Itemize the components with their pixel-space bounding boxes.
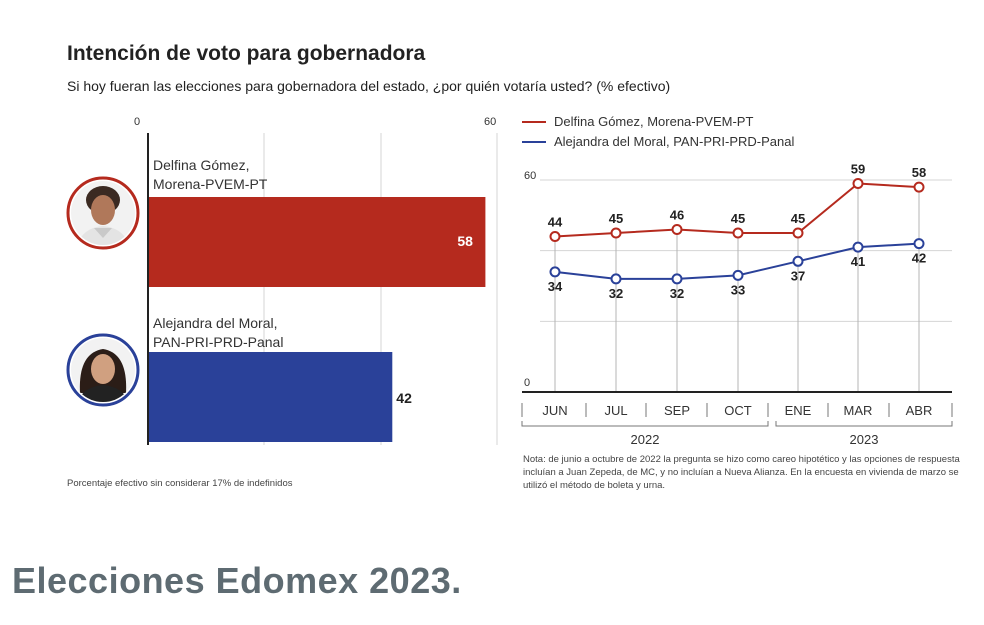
line-chart-note: Nota: de junio a octubre de 2022 la preg… [523, 454, 960, 491]
point-delfina-sep [671, 224, 683, 235]
legend-label-alejandra: Alejandra del Moral, PAN-PRI-PRD-Panal [554, 134, 795, 149]
point-alejandra-sep [671, 273, 683, 285]
x-tick-label-jul: JUL [604, 403, 627, 418]
bar-alejandra [148, 352, 393, 442]
year-bracket-2022 [521, 421, 769, 427]
x-tick-label-ene: ENE [785, 403, 812, 418]
data-label-alejandra-mar: 41 [851, 254, 865, 269]
point-delfina-ene [792, 227, 804, 239]
bar-category-label-delfina: Delfina Gómez, Morena-PVEM-PT [153, 156, 267, 194]
avatar-delfina [66, 176, 140, 250]
chart-title: Intención de voto para gobernadora [67, 42, 426, 65]
data-label-alejandra-jul: 32 [609, 286, 623, 301]
point-alejandra-abr [913, 238, 925, 250]
point-alejandra-jun [549, 266, 561, 278]
data-label-delfina-mar: 59 [851, 162, 865, 177]
x-tick-label-jun: JUN [542, 403, 567, 418]
bar-category-label-alejandra: Alejandra del Moral, PAN-PRI-PRD-Panal [153, 314, 283, 352]
point-delfina-jun [549, 231, 561, 242]
data-label-alejandra-abr: 42 [912, 251, 926, 266]
data-label-alejandra-ene: 37 [791, 268, 805, 283]
point-alejandra-mar [852, 241, 864, 253]
legend-item-alejandra: Alejandra del Moral, PAN-PRI-PRD-Panal [522, 134, 794, 149]
bar-value-label-delfina: 58 [457, 233, 473, 249]
line-y-tick-0: 0 [524, 377, 531, 389]
line-y-tick-60: 60 [524, 170, 537, 182]
point-alejandra-oct [732, 269, 744, 281]
legend-item-delfina: Delfina Gómez, Morena-PVEM-PT [522, 114, 794, 129]
data-label-delfina-jul: 45 [609, 211, 623, 226]
point-delfina-oct [732, 227, 744, 239]
x-tick-label-abr: ABR [906, 403, 933, 418]
data-label-alejandra-sep: 32 [670, 286, 684, 301]
delfina-name: Delfina Gómez, [153, 157, 250, 173]
bar-axis-tick-60: 60 [484, 116, 497, 128]
delfina-party: Morena-PVEM-PT [153, 176, 268, 192]
point-alejandra-jul [610, 273, 622, 285]
point-delfina-mar [852, 178, 864, 189]
legend-swatch-delfina [522, 120, 546, 123]
alejandra-name: Alejandra del Moral, [153, 315, 278, 331]
data-label-delfina-jun: 44 [548, 215, 563, 230]
data-label-delfina-sep: 46 [670, 208, 684, 223]
line-legend: Delfina Gómez, Morena-PVEM-PT Alejandra … [522, 114, 794, 149]
alejandra-party: PAN-PRI-PRD-Panal [153, 334, 284, 350]
data-label-delfina-ene: 45 [791, 211, 805, 226]
x-tick-label-sep: SEP [664, 403, 690, 418]
point-alejandra-ene [792, 255, 804, 267]
chart-subtitle: Si hoy fueran las elecciones para gobern… [67, 78, 671, 94]
year-label-2022: 2022 [631, 432, 660, 447]
x-tick-label-mar: MAR [844, 403, 873, 418]
data-label-alejandra-oct: 33 [731, 282, 745, 297]
year-bracket-2023 [775, 421, 953, 427]
data-label-delfina-abr: 58 [912, 165, 926, 180]
point-delfina-jul [610, 227, 622, 239]
bar-footnote: Porcentaje efectivo sin considerar 17% d… [67, 478, 293, 489]
point-delfina-abr [913, 181, 925, 193]
x-tick-label-oct: OCT [724, 403, 752, 418]
year-label-2023: 2023 [850, 432, 879, 447]
bar-value-label-alejandra: 42 [396, 390, 412, 406]
legend-swatch-alejandra [522, 140, 546, 143]
avatar-alejandra [66, 333, 140, 407]
data-label-delfina-oct: 45 [731, 211, 745, 226]
bar-axis-tick-0: 0 [134, 116, 141, 128]
banner-caption: Elecciones Edomex 2023. [12, 560, 462, 601]
bar-delfina [148, 197, 486, 287]
data-label-alejandra-jun: 34 [548, 279, 563, 294]
legend-label-delfina: Delfina Gómez, Morena-PVEM-PT [554, 114, 754, 129]
